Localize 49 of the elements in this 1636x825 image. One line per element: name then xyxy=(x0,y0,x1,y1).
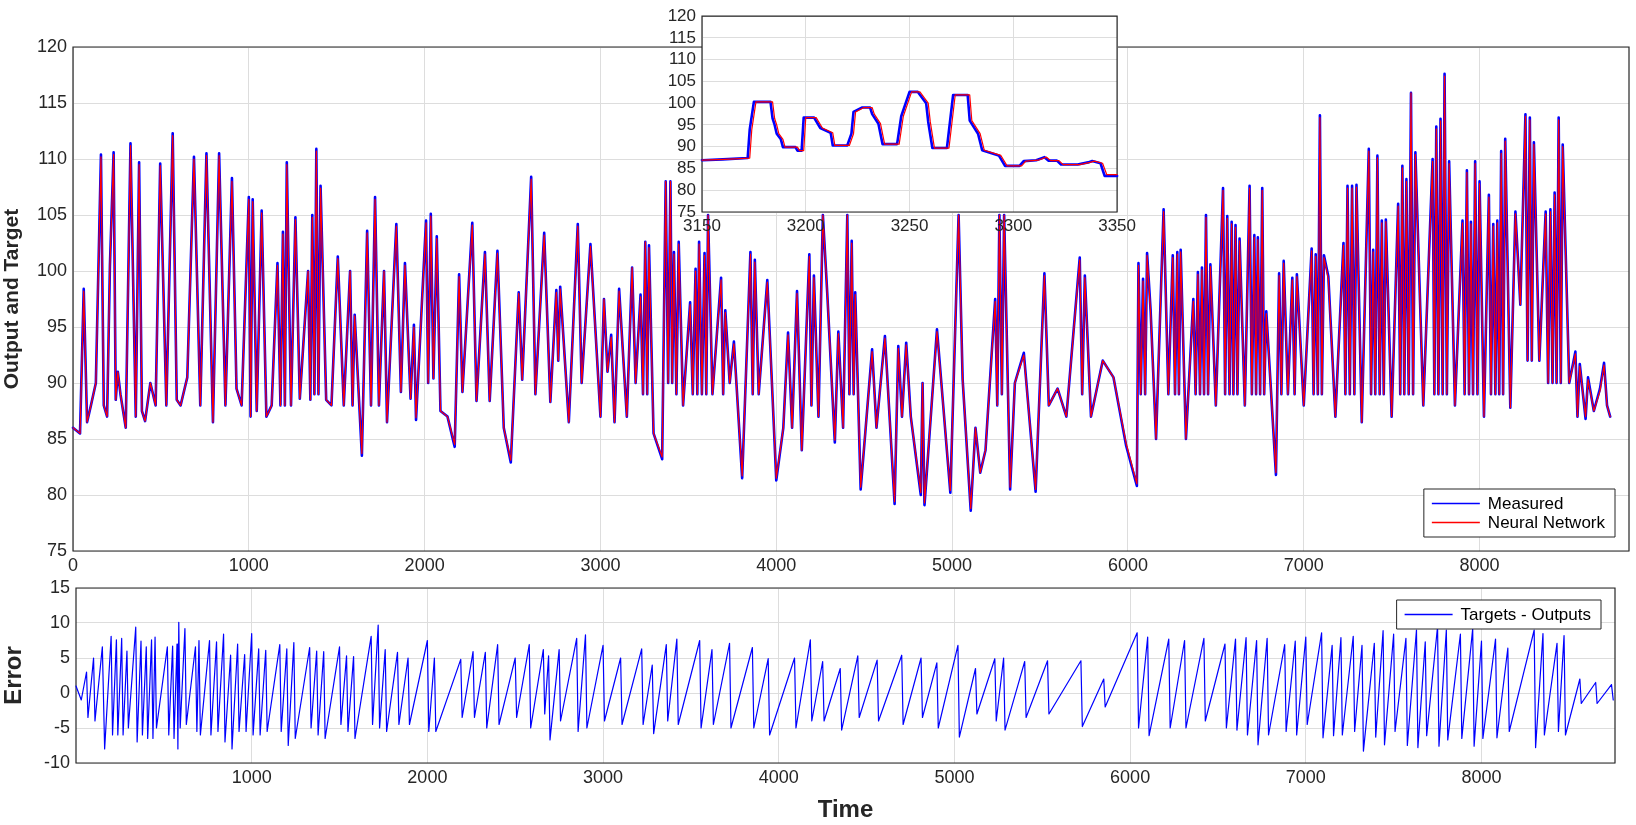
y-tick-label: 120 xyxy=(667,5,696,25)
y-tick-label: 80 xyxy=(46,483,67,504)
x-tick-label: 3350 xyxy=(1098,215,1136,235)
y-tick-label: 75 xyxy=(46,539,67,560)
x-tick-label: 4000 xyxy=(756,554,797,575)
y-tick-label: 110 xyxy=(38,147,67,168)
x-tick-label: 7000 xyxy=(1283,554,1324,575)
x-tick-label: 2000 xyxy=(407,766,448,787)
x-tick-label: 3000 xyxy=(583,766,624,787)
x-tick-label: 5000 xyxy=(932,554,973,575)
y-tick-label: 5 xyxy=(59,646,70,667)
y-tick-label: 0 xyxy=(59,681,70,702)
y-tick-label: 95 xyxy=(677,114,696,134)
x-tick-label: 8000 xyxy=(1459,554,1500,575)
y-tick-label: 85 xyxy=(677,158,696,178)
x-tick-label: 3000 xyxy=(580,554,621,575)
y-tick-label: 95 xyxy=(46,315,67,336)
y-tick-label: 80 xyxy=(677,179,696,199)
y-tick-label: 100 xyxy=(667,92,696,112)
x-tick-label: 3250 xyxy=(890,215,929,235)
y-tick-label: 115 xyxy=(668,27,696,47)
y-tick-label: 105 xyxy=(667,71,696,91)
y-tick-label: 115 xyxy=(38,91,67,112)
y-tick-label: 100 xyxy=(36,259,67,280)
y-tick-label: 110 xyxy=(668,49,696,69)
x-tick-label: 4000 xyxy=(758,766,799,787)
legend-label: Targets - Outputs xyxy=(1460,605,1591,625)
legend-label: Neural Network xyxy=(1487,513,1606,533)
x-tick-label: 6000 xyxy=(1110,766,1151,787)
x-tick-label: 5000 xyxy=(934,766,975,787)
y-tick-label: 90 xyxy=(46,371,67,392)
y-tick-label: 120 xyxy=(36,35,67,56)
y-tick-label: -10 xyxy=(43,751,70,772)
y-axis-title: Error xyxy=(0,646,27,705)
x-tick-label: 8000 xyxy=(1461,766,1502,787)
x-axis-title: Time xyxy=(817,795,874,823)
x-tick-label: 2000 xyxy=(404,554,445,575)
y-tick-label: 10 xyxy=(49,611,70,632)
y-tick-label: 15 xyxy=(49,576,70,597)
x-tick-label: 1000 xyxy=(228,554,269,575)
legend-label: Measured xyxy=(1487,494,1564,514)
x-tick-label: 7000 xyxy=(1285,766,1326,787)
y-tick-label: 90 xyxy=(677,136,696,156)
x-tick-label: 1000 xyxy=(231,766,272,787)
y-axis-title: Output and Target xyxy=(0,208,23,390)
y-tick-label: 105 xyxy=(36,203,67,224)
y-tick-label: 85 xyxy=(46,427,67,448)
y-tick-label: -5 xyxy=(53,716,70,737)
x-tick-label: 6000 xyxy=(1107,554,1148,575)
